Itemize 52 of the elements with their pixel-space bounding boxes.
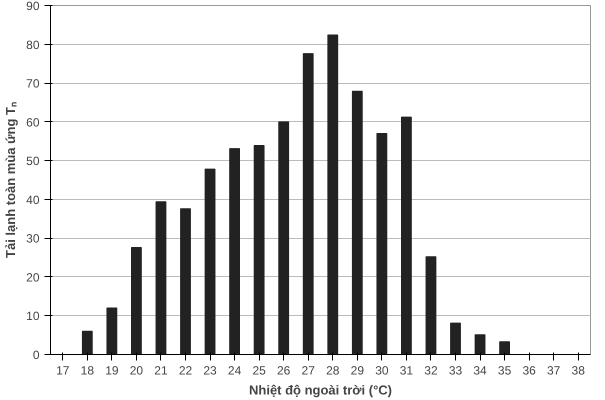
x-tick-label: 35: [498, 364, 512, 378]
x-tick-label: 36: [522, 364, 536, 378]
bar: [131, 246, 142, 354]
x-tick-label: 17: [56, 364, 70, 378]
bar: [278, 121, 290, 354]
y-tick-label: 70: [26, 76, 40, 91]
bar: [204, 168, 216, 354]
x-tick-label: 30: [375, 364, 389, 378]
y-tick-label: 40: [26, 192, 40, 207]
bar: [426, 256, 436, 354]
x-tick-label: 29: [350, 364, 364, 378]
bar: [401, 116, 412, 354]
y-tick-label: 0: [32, 348, 40, 362]
bar: [156, 201, 166, 354]
bar: [302, 53, 314, 354]
x-tick-label: 32: [424, 364, 438, 378]
bar: [376, 132, 388, 354]
x-axis-title: Nhiệt độ ngoài trời (°C): [249, 382, 392, 398]
x-tick-label: 21: [154, 364, 168, 378]
y-tick-label: 90: [26, 0, 40, 13]
y-tick-label: 50: [26, 154, 40, 168]
bar: [474, 334, 486, 354]
x-tick-label: 31: [400, 364, 414, 378]
x-tick-label: 37: [547, 364, 561, 378]
bar: [450, 322, 461, 354]
bar: [254, 144, 265, 354]
y-tick-label: 10: [26, 309, 40, 324]
y-tick-label: 30: [26, 232, 40, 246]
bar: [82, 330, 93, 354]
bar: [352, 90, 363, 354]
bar: [106, 307, 118, 354]
bar: [327, 34, 338, 354]
x-tick-label: 18: [80, 364, 94, 378]
x-tick-label: 28: [326, 364, 340, 378]
bar: [229, 148, 240, 354]
bar: [499, 341, 510, 354]
y-tick-label: 20: [26, 270, 40, 284]
x-tick-label: 22: [178, 364, 192, 378]
x-tick-label: 38: [572, 364, 586, 378]
x-tick-label: 33: [448, 364, 462, 378]
x-tick-label: 24: [228, 364, 242, 378]
x-tick-label: 19: [105, 364, 119, 378]
y-tick-label: 80: [26, 38, 40, 52]
x-tick-label: 23: [203, 364, 218, 378]
x-tick-label: 27: [302, 364, 316, 378]
y-tick-label: 60: [26, 115, 40, 130]
x-tick-label: 25: [252, 364, 266, 378]
y-axis-title: Tải lạnh toàn mùa ứng Tₙ: [3, 102, 18, 258]
x-tick-label: 34: [473, 364, 488, 378]
x-tick-label: 26: [277, 364, 291, 378]
x-tick-label: 20: [130, 364, 144, 378]
bar: [180, 208, 191, 354]
